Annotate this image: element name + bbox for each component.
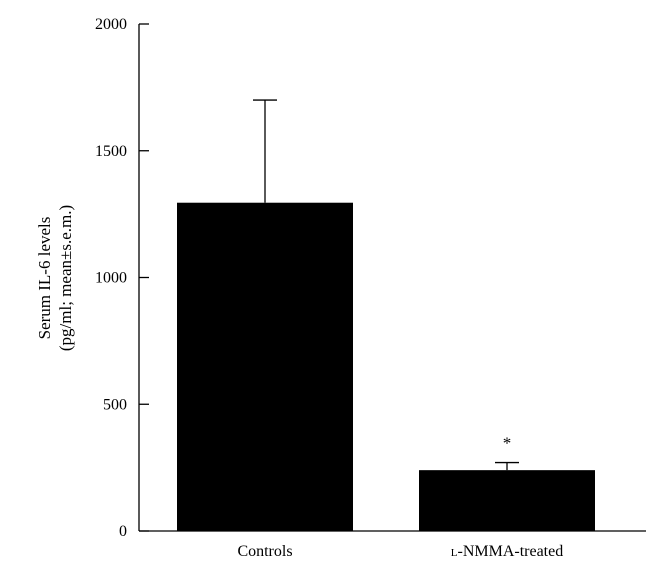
y-axis-title-line-1: Serum IL-6 levels — [35, 217, 54, 340]
category-label-text: -NMMA-treated — [457, 543, 563, 560]
y-axis-title: Serum IL-6 levels (pg/ml; mean±s.e.m.) — [35, 205, 75, 351]
category-labels: Controls l-NMMA-treated — [237, 543, 563, 560]
y-tick-label: 0 — [119, 523, 127, 540]
y-axis-title-line-2: (pg/ml; mean±s.e.m.) — [56, 205, 75, 351]
bar — [177, 203, 353, 531]
y-tick-label: 2000 — [95, 16, 127, 33]
bars — [177, 203, 595, 531]
category-label: l-NMMA-treated — [451, 543, 563, 560]
annotations: * — [503, 434, 512, 453]
y-axis: 0 500 1000 1500 2000 — [95, 16, 149, 540]
category-label-text: Controls — [237, 543, 292, 560]
y-tick-label: 500 — [103, 396, 127, 413]
significance-marker: * — [503, 434, 512, 453]
category-label: Controls — [237, 543, 292, 560]
bar — [419, 470, 595, 531]
y-tick-label: 1000 — [95, 270, 127, 287]
y-tick-label: 1500 — [95, 143, 127, 160]
